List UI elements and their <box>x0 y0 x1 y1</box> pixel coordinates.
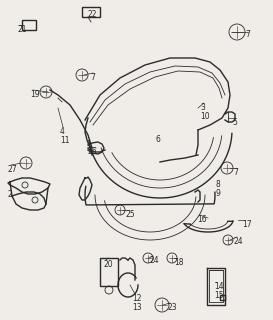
Text: 3: 3 <box>200 103 205 112</box>
Text: 7: 7 <box>90 73 95 82</box>
Text: 17: 17 <box>242 220 252 229</box>
Text: 25: 25 <box>126 210 136 219</box>
Text: 7: 7 <box>245 30 250 39</box>
Text: 24: 24 <box>234 237 244 246</box>
Text: 15: 15 <box>214 291 224 300</box>
Text: 13: 13 <box>132 303 142 312</box>
Text: 14: 14 <box>214 282 224 291</box>
Text: 27: 27 <box>8 165 18 174</box>
Text: 9: 9 <box>215 189 220 198</box>
Text: 19: 19 <box>30 90 40 99</box>
Text: 6: 6 <box>155 135 160 144</box>
Text: 12: 12 <box>132 294 141 303</box>
Text: 4: 4 <box>60 127 65 136</box>
Bar <box>22 20 36 30</box>
Text: 7: 7 <box>233 168 238 177</box>
Text: 24: 24 <box>150 256 160 265</box>
Text: 5: 5 <box>232 118 237 127</box>
Text: 22: 22 <box>88 10 97 19</box>
Text: 16: 16 <box>197 215 207 224</box>
Text: 10: 10 <box>200 112 210 121</box>
Text: 20: 20 <box>103 260 113 269</box>
Text: 2: 2 <box>8 190 13 199</box>
Text: 18: 18 <box>174 258 183 267</box>
Bar <box>82 7 100 17</box>
Text: 8: 8 <box>215 180 220 189</box>
Bar <box>100 258 118 286</box>
Text: 11: 11 <box>60 136 70 145</box>
Text: 23: 23 <box>167 303 177 312</box>
Text: 21: 21 <box>18 25 28 34</box>
Text: 26: 26 <box>88 147 98 156</box>
